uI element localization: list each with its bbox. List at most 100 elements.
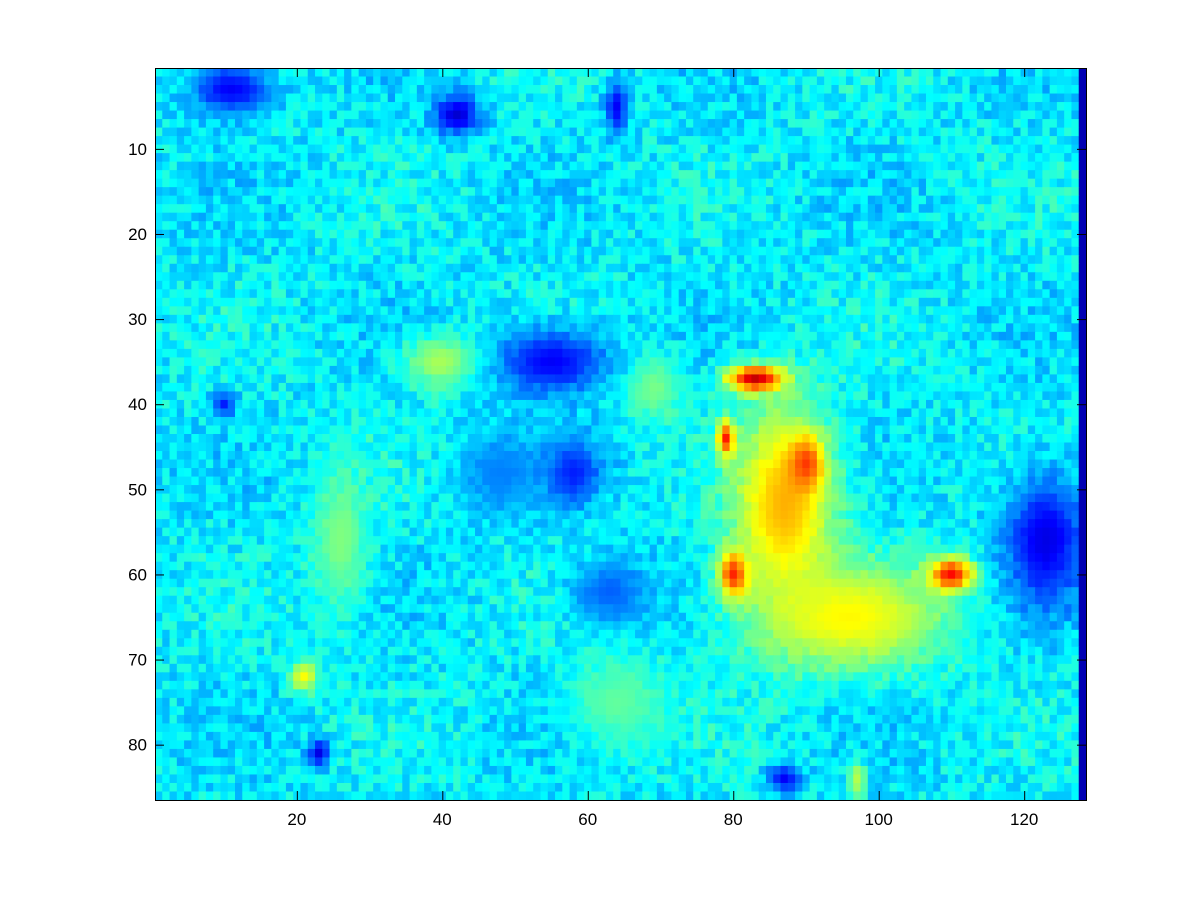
- heatmap-cell: [329, 297, 338, 307]
- heatmap-cell: [845, 68, 854, 78]
- heatmap-cell: [547, 238, 556, 248]
- heatmap-cell: [715, 85, 723, 95]
- heatmap-cell: [998, 76, 1007, 86]
- heatmap-cell: [998, 161, 1007, 171]
- heatmap-cell: [460, 238, 469, 248]
- heatmap-cell: [460, 365, 469, 376]
- heatmap-cell: [809, 297, 818, 307]
- heatmap-cell: [358, 263, 367, 273]
- heatmap-cell: [627, 102, 636, 112]
- heatmap-cell: [1042, 391, 1051, 401]
- heatmap-cell: [322, 119, 331, 129]
- heatmap-cell: [293, 263, 302, 273]
- heatmap-cell: [889, 391, 898, 401]
- heatmap-cell: [918, 161, 927, 171]
- heatmap-cell: [1013, 187, 1022, 197]
- heatmap-cell: [700, 76, 709, 86]
- heatmap-cell: [845, 272, 854, 282]
- heatmap-cell: [831, 272, 840, 282]
- heatmap-cell: [1020, 85, 1029, 95]
- heatmap-cell: [1049, 161, 1058, 171]
- heatmap-cell: [911, 212, 920, 222]
- heatmap-cell: [642, 187, 651, 197]
- heatmap-cell: [773, 221, 782, 231]
- heatmap-cell: [518, 119, 527, 129]
- heatmap-cell: [504, 110, 512, 120]
- heatmap-cell: [591, 272, 600, 282]
- heatmap-cell: [620, 365, 629, 376]
- heatmap-cell: [489, 272, 498, 282]
- heatmap-cell: [962, 280, 971, 290]
- heatmap-cell: [358, 382, 367, 393]
- heatmap-cell: [1005, 170, 1014, 180]
- heatmap-cell: [256, 280, 265, 290]
- heatmap-cell: [525, 357, 534, 367]
- heatmap-cell: [824, 280, 833, 290]
- heatmap-cell: [584, 85, 592, 95]
- heatmap-cell: [205, 229, 214, 239]
- heatmap-cell: [955, 289, 963, 299]
- heatmap-cell: [642, 331, 651, 341]
- heatmap-cell: [933, 263, 942, 273]
- heatmap-cell: [322, 263, 331, 273]
- heatmap-cell: [838, 102, 847, 112]
- heatmap-cell: [649, 357, 658, 367]
- heatmap-cell: [635, 357, 643, 367]
- heatmap-cell: [547, 110, 556, 120]
- heatmap-cell: [845, 170, 854, 180]
- heatmap-cell: [933, 280, 942, 290]
- heatmap-cell: [1035, 76, 1043, 86]
- heatmap-cell: [627, 272, 636, 282]
- heatmap-cell: [235, 119, 243, 129]
- heatmap-cell: [431, 195, 440, 205]
- heatmap-cell: [591, 170, 600, 180]
- heatmap-cell: [962, 340, 971, 350]
- heatmap-cell: [402, 365, 411, 376]
- heatmap-cell: [933, 93, 942, 103]
- heatmap-cell: [482, 289, 491, 299]
- heatmap-cell: [649, 331, 658, 341]
- heatmap-cell: [649, 187, 658, 197]
- heatmap-cell: [365, 348, 374, 358]
- heatmap-cell: [620, 238, 629, 248]
- heatmap-cell: [780, 238, 789, 248]
- heatmap-cell: [460, 204, 469, 214]
- heatmap-cell: [358, 110, 367, 120]
- heatmap-cell: [889, 263, 898, 273]
- heatmap-cell: [1005, 340, 1014, 350]
- heatmap-cell: [940, 153, 949, 163]
- heatmap-cell: [809, 136, 818, 146]
- heatmap-cell: [605, 153, 614, 163]
- heatmap-cell: [1042, 221, 1051, 231]
- heatmap-cell: [453, 340, 462, 350]
- heatmap-cell: [511, 331, 520, 341]
- heatmap-cell: [795, 382, 803, 393]
- heatmap-cell: [162, 204, 171, 214]
- heatmap-cell: [765, 187, 774, 197]
- heatmap-cell: [278, 238, 287, 248]
- heatmap-cell: [445, 331, 454, 341]
- heatmap-cell: [955, 382, 963, 393]
- heatmap-cell: [882, 246, 891, 256]
- heatmap-cell: [373, 331, 382, 341]
- heatmap-cell: [475, 280, 483, 290]
- heatmap-cell: [445, 136, 454, 146]
- heatmap-cell: [373, 153, 382, 163]
- heatmap-cell: [373, 340, 382, 350]
- heatmap-cell: [402, 331, 411, 341]
- heatmap-cell: [176, 221, 185, 231]
- heatmap-cell: [751, 93, 760, 103]
- heatmap-cell: [213, 153, 222, 163]
- heatmap-cell: [387, 127, 396, 137]
- heatmap-cell: [773, 93, 782, 103]
- heatmap-cell: [184, 374, 192, 384]
- heatmap-cell: [213, 93, 222, 103]
- heatmap-cell: [227, 272, 236, 282]
- heatmap-cell: [882, 255, 891, 265]
- heatmap-cell: [416, 170, 425, 180]
- heatmap-cell: [271, 289, 280, 299]
- heatmap-cell: [409, 331, 418, 341]
- heatmap-cell: [685, 297, 694, 307]
- heatmap-cell: [613, 85, 622, 95]
- heatmap-cell: [598, 68, 607, 78]
